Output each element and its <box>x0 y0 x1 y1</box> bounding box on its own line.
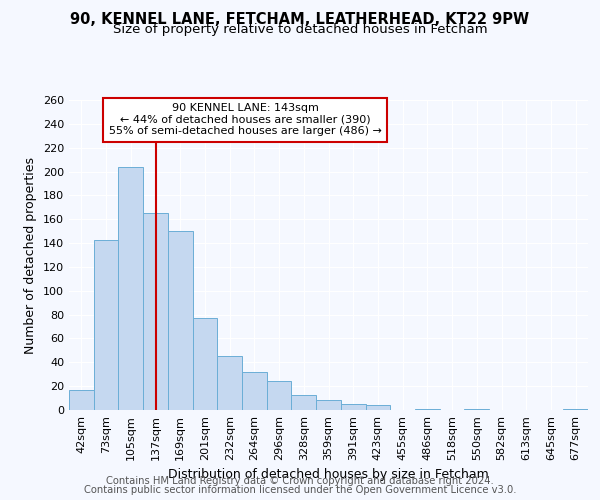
Text: 90 KENNEL LANE: 143sqm
← 44% of detached houses are smaller (390)
55% of semi-de: 90 KENNEL LANE: 143sqm ← 44% of detached… <box>109 103 382 136</box>
Bar <box>365 405 390 410</box>
Text: Contains public sector information licensed under the Open Government Licence v3: Contains public sector information licen… <box>84 485 516 495</box>
Bar <box>94 240 118 410</box>
Bar <box>316 400 341 410</box>
Bar <box>118 167 143 410</box>
Text: Size of property relative to detached houses in Fetcham: Size of property relative to detached ho… <box>113 24 487 36</box>
Bar <box>415 409 440 410</box>
Bar <box>563 409 588 410</box>
Bar <box>168 231 193 410</box>
Bar <box>267 382 292 410</box>
Bar <box>464 409 489 410</box>
Y-axis label: Number of detached properties: Number of detached properties <box>25 156 37 354</box>
Bar <box>292 394 316 410</box>
Bar <box>242 372 267 410</box>
Bar <box>193 318 217 410</box>
Bar <box>217 356 242 410</box>
Bar <box>143 214 168 410</box>
Bar <box>341 404 365 410</box>
Text: Contains HM Land Registry data © Crown copyright and database right 2024.: Contains HM Land Registry data © Crown c… <box>106 476 494 486</box>
X-axis label: Distribution of detached houses by size in Fetcham: Distribution of detached houses by size … <box>168 468 489 481</box>
Bar <box>69 390 94 410</box>
Text: 90, KENNEL LANE, FETCHAM, LEATHERHEAD, KT22 9PW: 90, KENNEL LANE, FETCHAM, LEATHERHEAD, K… <box>70 12 530 28</box>
